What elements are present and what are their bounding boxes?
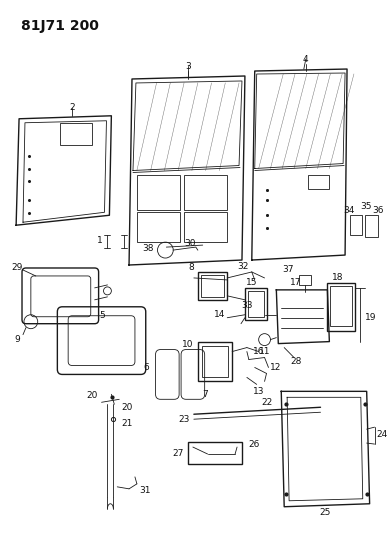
Text: 23: 23 bbox=[179, 415, 190, 424]
Bar bbox=[350, 215, 362, 235]
Text: 6: 6 bbox=[144, 363, 149, 372]
Bar bbox=[184, 175, 227, 211]
Text: 19: 19 bbox=[365, 313, 376, 322]
Text: 16: 16 bbox=[253, 347, 264, 356]
Bar bbox=[188, 442, 242, 464]
Text: 17: 17 bbox=[290, 278, 302, 287]
Text: 36: 36 bbox=[373, 206, 384, 215]
Text: 32: 32 bbox=[237, 262, 249, 271]
Text: 8: 8 bbox=[188, 263, 194, 272]
Text: 1: 1 bbox=[97, 236, 102, 245]
Text: 25: 25 bbox=[320, 508, 331, 517]
Text: 10: 10 bbox=[182, 340, 194, 349]
Text: 18: 18 bbox=[332, 273, 343, 282]
Bar bbox=[248, 291, 264, 317]
Bar bbox=[198, 272, 227, 300]
Text: 12: 12 bbox=[271, 363, 282, 372]
Text: 34: 34 bbox=[343, 206, 355, 215]
Bar bbox=[137, 212, 180, 242]
Bar bbox=[184, 212, 227, 242]
Text: 20: 20 bbox=[121, 403, 133, 412]
Text: 29: 29 bbox=[12, 263, 23, 272]
Bar bbox=[201, 275, 224, 297]
Text: 22: 22 bbox=[261, 398, 272, 407]
Text: 7: 7 bbox=[203, 390, 208, 399]
Bar bbox=[202, 345, 228, 377]
Text: 2: 2 bbox=[69, 103, 75, 112]
Text: 33: 33 bbox=[241, 301, 253, 310]
Bar bbox=[245, 288, 267, 320]
Text: 38: 38 bbox=[142, 244, 154, 253]
Bar bbox=[60, 123, 92, 144]
Text: 9: 9 bbox=[14, 335, 20, 344]
Text: 27: 27 bbox=[173, 449, 184, 457]
Bar bbox=[137, 175, 180, 211]
Text: 11: 11 bbox=[259, 347, 270, 356]
Text: 37: 37 bbox=[283, 265, 294, 274]
Text: 15: 15 bbox=[246, 278, 258, 287]
Bar bbox=[327, 283, 355, 330]
Text: 24: 24 bbox=[377, 430, 388, 439]
Text: 4: 4 bbox=[303, 54, 308, 63]
Text: 20: 20 bbox=[86, 391, 98, 400]
Text: 5: 5 bbox=[100, 311, 105, 320]
Text: 31: 31 bbox=[139, 486, 151, 495]
Text: 26: 26 bbox=[249, 440, 260, 449]
Text: 3: 3 bbox=[185, 61, 191, 70]
Text: 35: 35 bbox=[360, 202, 371, 211]
Text: 21: 21 bbox=[121, 419, 133, 427]
Text: 13: 13 bbox=[253, 387, 264, 396]
Bar bbox=[365, 215, 378, 237]
Bar bbox=[330, 286, 352, 326]
Bar bbox=[299, 275, 311, 285]
Text: 30: 30 bbox=[184, 239, 196, 248]
Text: 14: 14 bbox=[214, 310, 225, 319]
Text: 28: 28 bbox=[290, 357, 302, 366]
Bar bbox=[198, 342, 232, 382]
Text: 81J71 200: 81J71 200 bbox=[21, 19, 99, 33]
Bar bbox=[308, 175, 329, 189]
